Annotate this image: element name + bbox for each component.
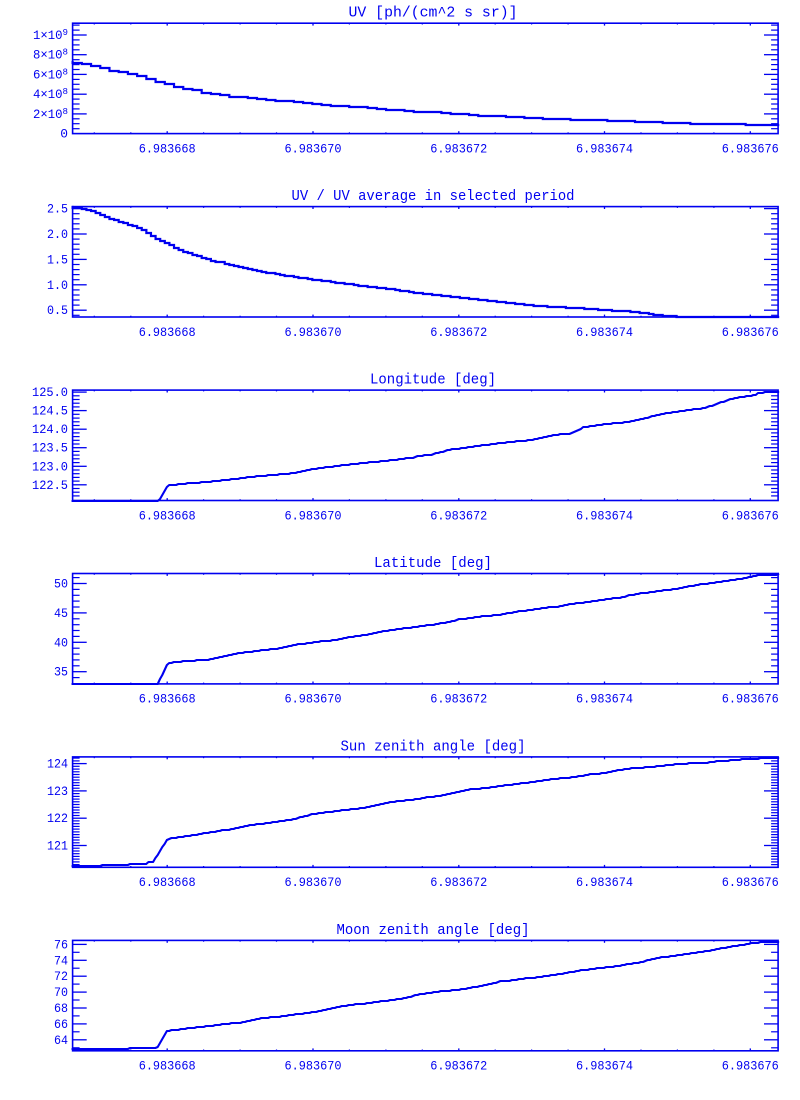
svg-text:8×108: 8×108 xyxy=(33,47,68,63)
svg-text:123.5: 123.5 xyxy=(32,441,68,456)
svg-text:2.0: 2.0 xyxy=(47,227,68,242)
svg-text:1×109: 1×109 xyxy=(33,27,68,43)
svg-text:70: 70 xyxy=(54,985,68,1000)
svg-text:1.5: 1.5 xyxy=(47,252,68,267)
svg-text:2.5: 2.5 xyxy=(47,202,68,217)
svg-text:4×108: 4×108 xyxy=(33,86,68,102)
svg-text:6.983672: 6.983672 xyxy=(430,692,487,707)
svg-text:6.983668: 6.983668 xyxy=(139,1059,196,1074)
svg-text:Latitude [deg]: Latitude [deg] xyxy=(374,555,492,572)
svg-text:1.0: 1.0 xyxy=(47,278,68,293)
svg-text:6.983670: 6.983670 xyxy=(285,875,342,890)
svg-text:6.983674: 6.983674 xyxy=(576,325,633,340)
svg-text:UV / UV average in selected pe: UV / UV average in selected period xyxy=(292,188,575,205)
svg-text:6.983672: 6.983672 xyxy=(430,141,487,156)
svg-text:6.983672: 6.983672 xyxy=(430,1059,487,1074)
svg-text:74: 74 xyxy=(54,953,68,968)
svg-text:0: 0 xyxy=(60,127,68,142)
svg-text:6.983676: 6.983676 xyxy=(722,508,779,523)
svg-text:66: 66 xyxy=(54,1017,68,1032)
svg-text:6.983674: 6.983674 xyxy=(576,875,633,890)
svg-text:6.983672: 6.983672 xyxy=(430,875,487,890)
svg-text:123.0: 123.0 xyxy=(32,459,68,474)
svg-text:6.983672: 6.983672 xyxy=(430,508,487,523)
svg-text:0.5: 0.5 xyxy=(47,303,68,318)
svg-text:72: 72 xyxy=(54,969,68,984)
svg-text:6.983670: 6.983670 xyxy=(285,141,342,156)
svg-text:40: 40 xyxy=(54,635,68,650)
svg-text:UV [ph/(cm^2 s sr)]: UV [ph/(cm^2 s sr)] xyxy=(349,5,518,22)
svg-text:68: 68 xyxy=(54,1001,68,1016)
svg-text:124.5: 124.5 xyxy=(32,404,68,419)
svg-text:6.983668: 6.983668 xyxy=(139,141,196,156)
svg-text:6.983668: 6.983668 xyxy=(139,875,196,890)
svg-text:2×108: 2×108 xyxy=(33,106,68,122)
svg-text:6.983670: 6.983670 xyxy=(285,508,342,523)
svg-text:6.983676: 6.983676 xyxy=(722,141,779,156)
svg-text:124.0: 124.0 xyxy=(32,422,68,437)
svg-text:6.983672: 6.983672 xyxy=(430,325,487,340)
svg-text:6.983674: 6.983674 xyxy=(576,1059,633,1074)
svg-text:122: 122 xyxy=(47,811,68,826)
svg-text:6.983674: 6.983674 xyxy=(576,692,633,707)
svg-text:6.983674: 6.983674 xyxy=(576,141,633,156)
svg-text:Longitude [deg]: Longitude [deg] xyxy=(370,372,496,389)
svg-text:Moon zenith angle [deg]: Moon zenith angle [deg] xyxy=(337,922,530,939)
svg-text:64: 64 xyxy=(54,1033,68,1048)
svg-text:50: 50 xyxy=(54,577,68,592)
svg-text:6.983670: 6.983670 xyxy=(285,1059,342,1074)
svg-text:6.983670: 6.983670 xyxy=(285,325,342,340)
svg-text:6.983668: 6.983668 xyxy=(139,692,196,707)
svg-text:122.5: 122.5 xyxy=(32,478,68,493)
svg-text:6.983670: 6.983670 xyxy=(285,692,342,707)
svg-text:6.983668: 6.983668 xyxy=(139,508,196,523)
svg-text:6.983668: 6.983668 xyxy=(139,325,196,340)
svg-text:124: 124 xyxy=(47,757,68,772)
svg-text:6.983676: 6.983676 xyxy=(722,692,779,707)
svg-text:6.983676: 6.983676 xyxy=(722,1059,779,1074)
svg-text:125.0: 125.0 xyxy=(32,385,68,400)
svg-text:121: 121 xyxy=(47,839,68,854)
svg-text:45: 45 xyxy=(54,606,68,621)
svg-text:Sun zenith angle [deg]: Sun zenith angle [deg] xyxy=(341,738,526,755)
svg-text:76: 76 xyxy=(54,937,68,952)
svg-text:6.983676: 6.983676 xyxy=(722,875,779,890)
svg-text:6×108: 6×108 xyxy=(33,66,68,82)
svg-text:6.983674: 6.983674 xyxy=(576,508,633,523)
svg-text:123: 123 xyxy=(47,784,68,799)
svg-text:6.983676: 6.983676 xyxy=(722,325,779,340)
svg-text:35: 35 xyxy=(54,665,68,680)
